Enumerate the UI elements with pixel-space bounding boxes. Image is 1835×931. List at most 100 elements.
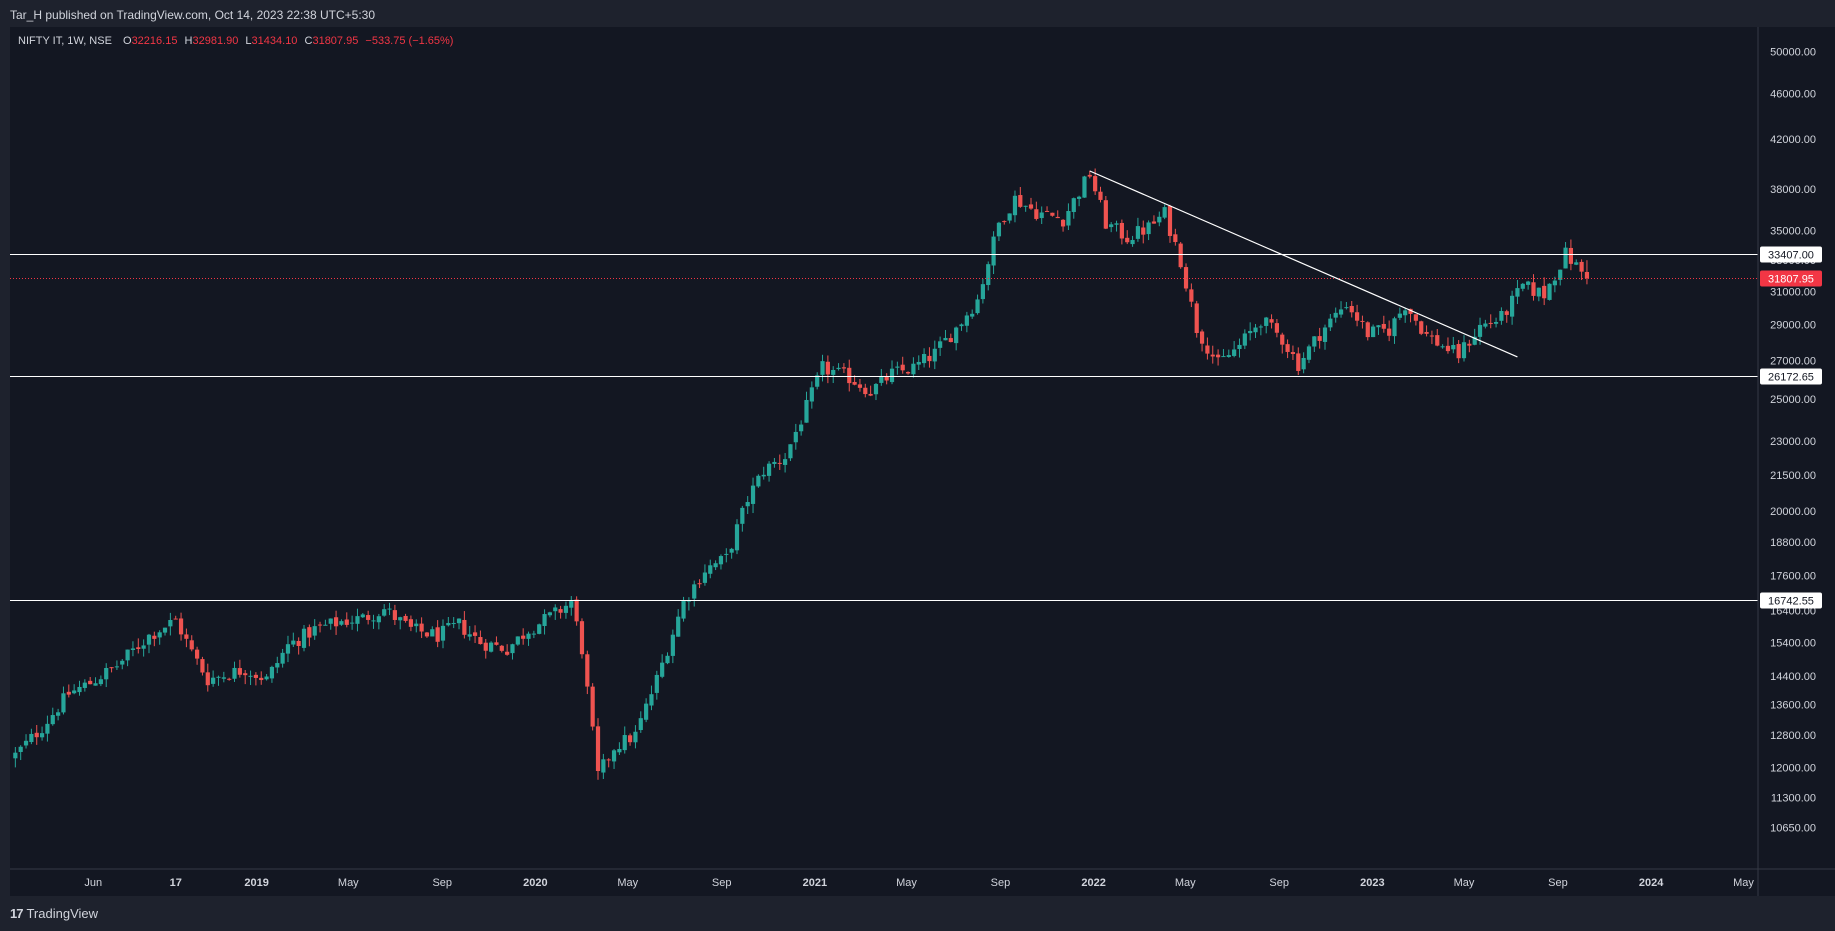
candle-body [991,236,996,266]
chart-pane-background [10,27,1758,896]
candle-body [1290,352,1296,355]
candle-body [905,372,911,374]
time-axis-label: May [338,877,359,889]
candle-body [125,649,130,661]
candle-body [1354,312,1360,321]
candle-body [542,614,547,626]
price-axis-label: 18800.00 [1770,537,1816,549]
candle-body [1018,195,1023,207]
candle-body [1157,216,1162,223]
candle-body [595,726,601,772]
candle-body [804,399,809,423]
symbol-label[interactable]: NIFTY IT, 1W, NSE [18,35,112,47]
published-info: Tar_H published on TradingView.com, Oct … [10,8,375,22]
time-axis-label: Sep [1269,877,1289,889]
time-axis-background[interactable] [10,869,1758,896]
candle-body [1440,346,1445,348]
candle-body [344,619,349,625]
candle-body [761,474,766,477]
candle-body [1109,224,1114,228]
candle-body [408,619,414,627]
last-price-tag [1760,270,1822,287]
candle-body [718,556,724,565]
candle-body [1322,327,1328,342]
candle-body [360,614,365,618]
candle-body [376,616,381,623]
candle-body [986,264,991,286]
candle-body [50,715,55,725]
candle-body [1397,313,1402,318]
candle-body [301,628,307,648]
candle-body [889,368,895,383]
candle-body [1296,353,1301,371]
candle-body [227,678,232,680]
candle-body [280,652,285,664]
candle-body [1387,328,1392,336]
candle-body [1584,271,1590,279]
candle-body [424,632,430,637]
open-value: 32216.15 [131,35,178,47]
candle-body [745,502,750,507]
candle-body [1493,321,1499,324]
close-label: C [304,35,313,47]
candle-body [692,584,697,599]
candle-body [1574,262,1579,265]
candle-body [697,583,702,585]
candle-body [574,599,579,622]
price-axis-label: 20000.00 [1770,506,1816,518]
candle-body [1119,222,1124,239]
candle-body [435,627,440,642]
price-axis-background[interactable] [1758,27,1835,896]
candle-body [1130,240,1135,245]
candle-body [1435,335,1440,346]
candle-body [831,369,836,375]
candle-body [724,553,729,555]
candle-body [39,733,45,738]
candle-body [1456,344,1461,359]
candle-body [312,626,317,636]
candle-body [1579,261,1584,272]
candle-body [1365,322,1370,338]
candle-body [243,673,248,676]
candle-body [895,366,900,368]
candle-body [970,313,975,317]
tradingview-brand[interactable]: 17 TradingView [10,906,98,921]
candle-body [932,348,937,362]
candle-body [1301,357,1306,370]
candle-body [264,676,269,680]
candle-body [526,633,531,639]
candle-body [494,642,499,645]
candle-body [1547,283,1552,300]
candle-body [307,627,312,638]
time-axis[interactable]: Jun 17 2019 May Sep 2020 May Sep 2021 May Sep 2022 M… [84,877,1754,889]
candle-body [1269,319,1274,323]
candle-body [1210,354,1215,357]
top-bar: Tar_H published on TradingView.com, Oct … [0,0,1835,27]
price-axis[interactable]: 50000.00 46000.00 42000.00 38000.00 35000.00… [1770,46,1816,834]
price-axis-label: 10650.00 [1770,822,1816,834]
candle-body [772,461,777,465]
candle-body [259,677,264,681]
candle-body [959,324,964,327]
chart-legend: NIFTY IT, 1W, NSE O32216.15 H32981.90 L3… [18,35,457,47]
candle-body [579,621,585,655]
price-axis-label: 35000.00 [1770,225,1816,237]
candle-body [456,618,462,624]
price-axis-label: 23000.00 [1770,436,1816,448]
candle-body [783,459,788,465]
candle-body [938,341,943,348]
candle-body [1510,295,1515,317]
candle-body [446,623,451,626]
time-axis-label: May [896,877,917,889]
candle-body [221,677,226,679]
candle-body [766,463,772,476]
candle-body [109,667,114,669]
candle-body [387,608,392,610]
candle-body [1135,226,1141,239]
candle-body [77,686,82,693]
drawings[interactable] [10,170,1758,601]
trendline[interactable] [1089,170,1518,358]
candle-body [194,649,200,659]
candle-body [1039,212,1044,219]
